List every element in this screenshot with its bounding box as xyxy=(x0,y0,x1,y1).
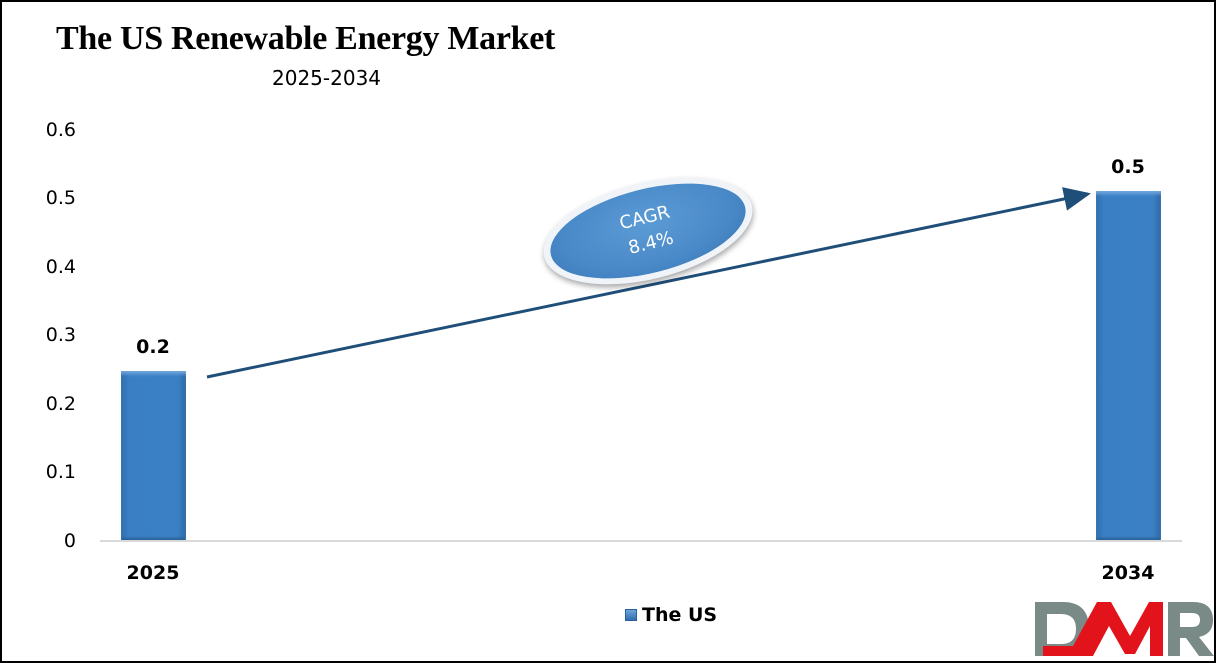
legend: The US xyxy=(625,604,717,626)
y-tick-0.4: 0.4 xyxy=(45,256,76,278)
y-tick-0: 0 xyxy=(63,530,76,552)
legend-swatch-icon xyxy=(625,609,637,621)
y-tick-0.1: 0.1 xyxy=(45,461,76,483)
y-tick-0.2: 0.2 xyxy=(45,393,76,415)
y-tick-0.3: 0.3 xyxy=(45,324,76,346)
x-axis-line xyxy=(100,540,1182,542)
bar-label-2025: 0.2 xyxy=(136,336,170,358)
chart-subtitle: 2025-2034 xyxy=(272,66,382,90)
bar-2034 xyxy=(1096,191,1161,540)
dmr-logo-icon xyxy=(1035,602,1214,656)
chart-title: The US Renewable Energy Market xyxy=(56,20,556,57)
bar-2025 xyxy=(121,371,186,540)
y-tick-0.5: 0.5 xyxy=(45,187,76,209)
legend-label: The US xyxy=(642,604,718,626)
y-tick-0.6: 0.6 xyxy=(45,119,76,141)
bar-label-2034: 0.5 xyxy=(1111,156,1145,178)
x-label-2025: 2025 xyxy=(126,562,180,584)
x-label-2034: 2034 xyxy=(1101,562,1155,584)
